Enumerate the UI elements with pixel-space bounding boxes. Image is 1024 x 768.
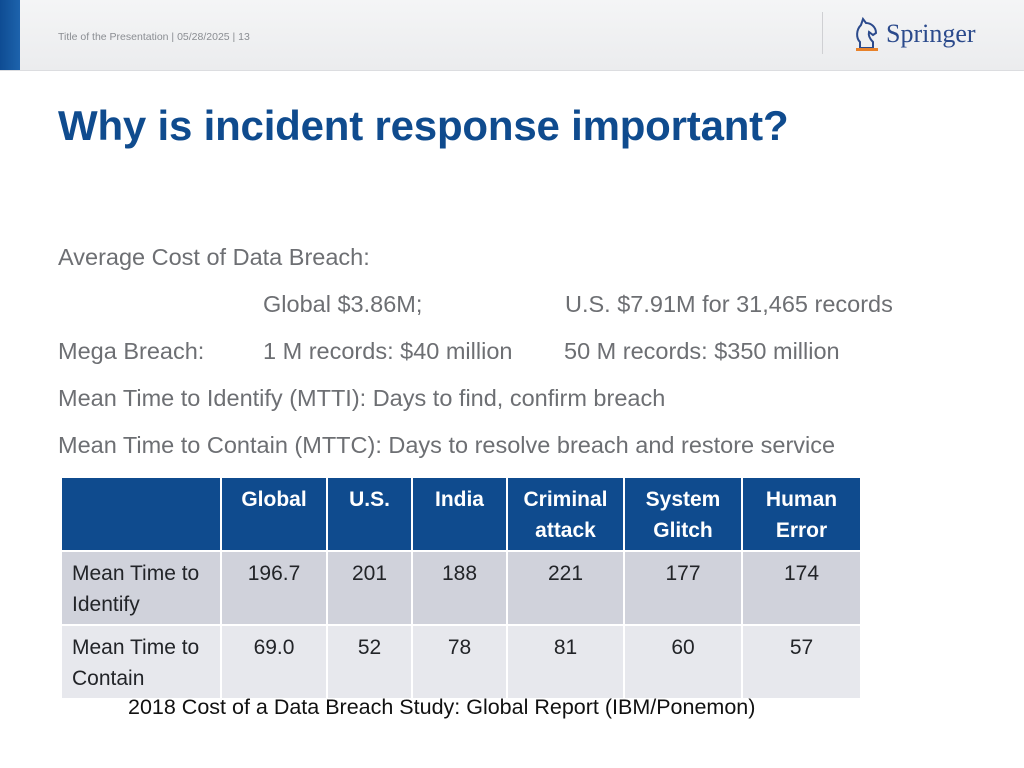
- mega-breach-1m: 1 M records: $40 million: [263, 338, 513, 364]
- table-cell: 174: [741, 550, 862, 626]
- table-row: Mean Time to Contain 69.0 52 78 81 60 57: [60, 624, 862, 700]
- table-cell: 52: [326, 624, 413, 700]
- table-cell: 69.0: [220, 624, 328, 700]
- global-cost: Global $3.86M;: [263, 291, 423, 317]
- row-label: Mean Time to Identify: [60, 550, 222, 626]
- table-cell: 177: [623, 550, 743, 626]
- table-cell: 221: [506, 550, 625, 626]
- logo-wordmark: Springer: [886, 19, 976, 48]
- avg-cost-label: Average Cost of Data Breach:: [58, 244, 370, 270]
- table-cell: 196.7: [220, 550, 328, 626]
- table-row: Mean Time to Identify 196.7 201 188 221 …: [60, 550, 862, 626]
- table-header-cell: U.S.: [326, 476, 413, 552]
- table-header-cell: System Glitch: [623, 476, 743, 552]
- header-divider: [822, 12, 823, 54]
- us-cost: U.S. $7.91M for 31,465 records: [565, 291, 893, 317]
- mttc-definition: Mean Time to Contain (MTTC): Days to res…: [58, 432, 836, 458]
- source-caption: 2018 Cost of a Data Breach Study: Global…: [128, 695, 756, 719]
- table-header-cell: [60, 476, 222, 552]
- presentation-meta: Title of the Presentation | 05/28/2025 |…: [58, 31, 250, 43]
- springer-logo: Springer: [852, 14, 982, 54]
- chess-knight-icon: [856, 16, 878, 51]
- header-accent-bar: [0, 0, 20, 70]
- mtti-definition: Mean Time to Identify (MTTI): Days to fi…: [58, 385, 666, 411]
- table-cell: 60: [623, 624, 743, 700]
- table-cell: 201: [326, 550, 413, 626]
- breach-time-table: Global U.S. India Criminal attack System…: [60, 476, 862, 700]
- table-header-cell: Global: [220, 476, 328, 552]
- slide-header: Title of the Presentation | 05/28/2025 |…: [0, 0, 1024, 71]
- table-header-cell: Human Error: [741, 476, 862, 552]
- table-cell: 81: [506, 624, 625, 700]
- table-header-cell: Criminal attack: [506, 476, 625, 552]
- mega-breach-50m: 50 M records: $350 million: [564, 338, 840, 364]
- table-header-cell: India: [411, 476, 508, 552]
- table-header-row: Global U.S. India Criminal attack System…: [60, 476, 862, 552]
- slide-title: Why is incident response important?: [58, 102, 789, 149]
- row-label: Mean Time to Contain: [60, 624, 222, 700]
- table-cell: 188: [411, 550, 508, 626]
- table-cell: 78: [411, 624, 508, 700]
- mega-breach-label: Mega Breach:: [58, 338, 205, 364]
- table-cell: 57: [741, 624, 862, 700]
